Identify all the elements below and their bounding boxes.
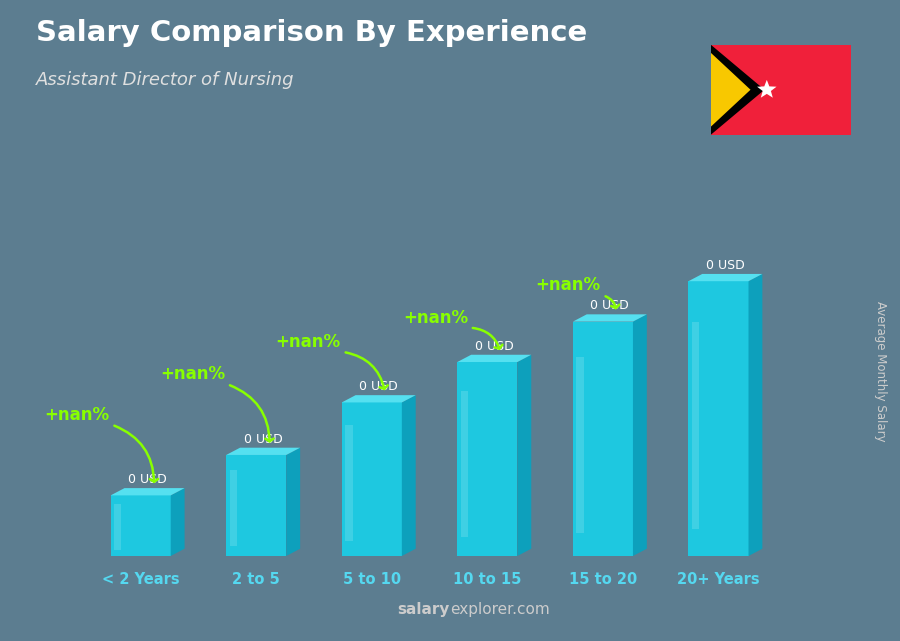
Bar xyxy=(457,362,518,556)
Text: +nan%: +nan% xyxy=(160,365,225,383)
Bar xyxy=(461,391,468,537)
Text: 0 USD: 0 USD xyxy=(590,299,629,312)
Bar xyxy=(111,495,171,556)
Polygon shape xyxy=(342,395,416,403)
Polygon shape xyxy=(171,488,184,556)
Bar xyxy=(114,504,122,550)
Text: salary: salary xyxy=(398,602,450,617)
Text: Salary Comparison By Experience: Salary Comparison By Experience xyxy=(36,19,587,47)
Text: 0 USD: 0 USD xyxy=(244,433,283,445)
Bar xyxy=(226,455,286,556)
Text: 0 USD: 0 USD xyxy=(128,473,167,486)
Text: Average Monthly Salary: Average Monthly Salary xyxy=(874,301,886,442)
Text: explorer.com: explorer.com xyxy=(450,602,550,617)
Polygon shape xyxy=(286,447,300,556)
Text: +nan%: +nan% xyxy=(403,308,468,326)
Bar xyxy=(230,470,237,546)
Bar xyxy=(342,403,401,556)
Polygon shape xyxy=(111,488,184,495)
Text: 0 USD: 0 USD xyxy=(475,340,514,353)
Polygon shape xyxy=(518,354,531,556)
Bar xyxy=(346,426,353,540)
Bar xyxy=(577,357,584,533)
Polygon shape xyxy=(633,314,647,556)
Text: 0 USD: 0 USD xyxy=(706,259,745,272)
Text: +nan%: +nan% xyxy=(275,333,341,351)
Polygon shape xyxy=(711,45,764,135)
Text: 0 USD: 0 USD xyxy=(359,380,398,393)
Polygon shape xyxy=(711,53,751,126)
Polygon shape xyxy=(688,274,762,281)
Polygon shape xyxy=(749,274,762,556)
Polygon shape xyxy=(401,395,416,556)
Polygon shape xyxy=(573,314,647,322)
Text: +nan%: +nan% xyxy=(44,406,110,424)
Bar xyxy=(692,322,699,529)
Polygon shape xyxy=(757,80,777,97)
Bar xyxy=(688,281,749,556)
Text: +nan%: +nan% xyxy=(536,276,601,294)
Bar xyxy=(573,322,633,556)
Text: Assistant Director of Nursing: Assistant Director of Nursing xyxy=(36,71,294,88)
Polygon shape xyxy=(226,447,300,455)
Polygon shape xyxy=(457,354,531,362)
